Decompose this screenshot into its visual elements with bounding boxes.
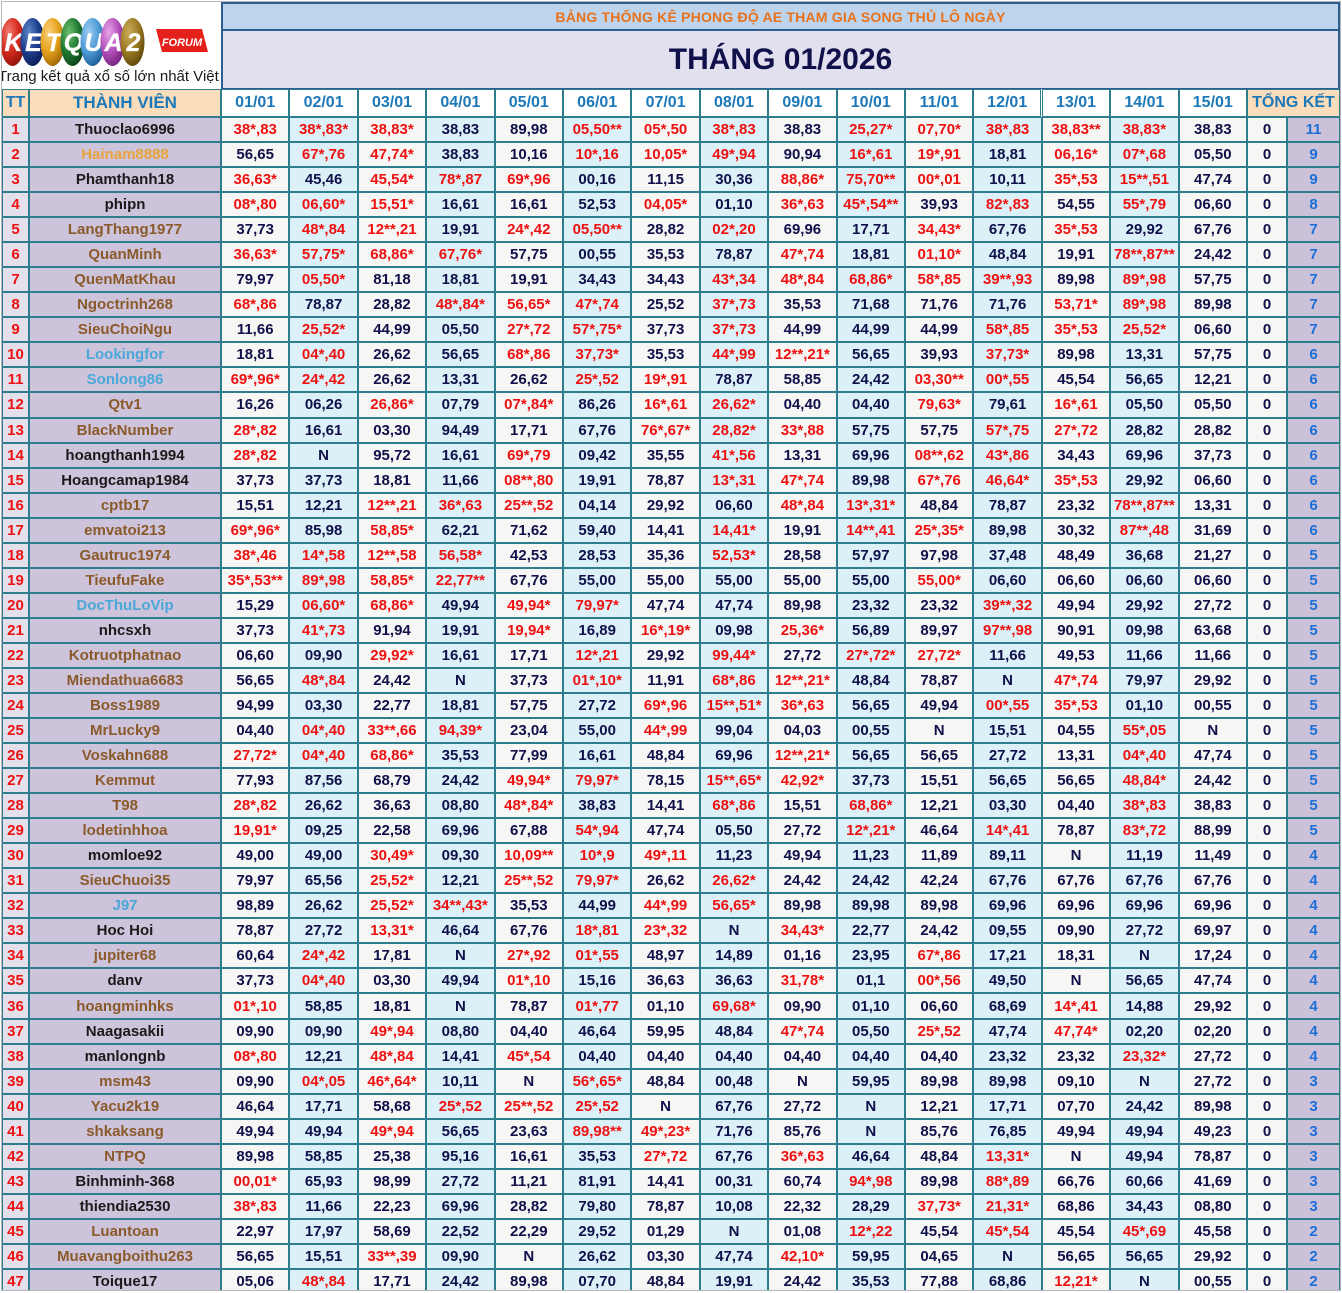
svg-text:A: A	[103, 29, 122, 57]
svg-text:FORUM: FORUM	[162, 37, 203, 49]
svg-text:E: E	[25, 29, 43, 57]
svg-text:2: 2	[126, 29, 141, 57]
